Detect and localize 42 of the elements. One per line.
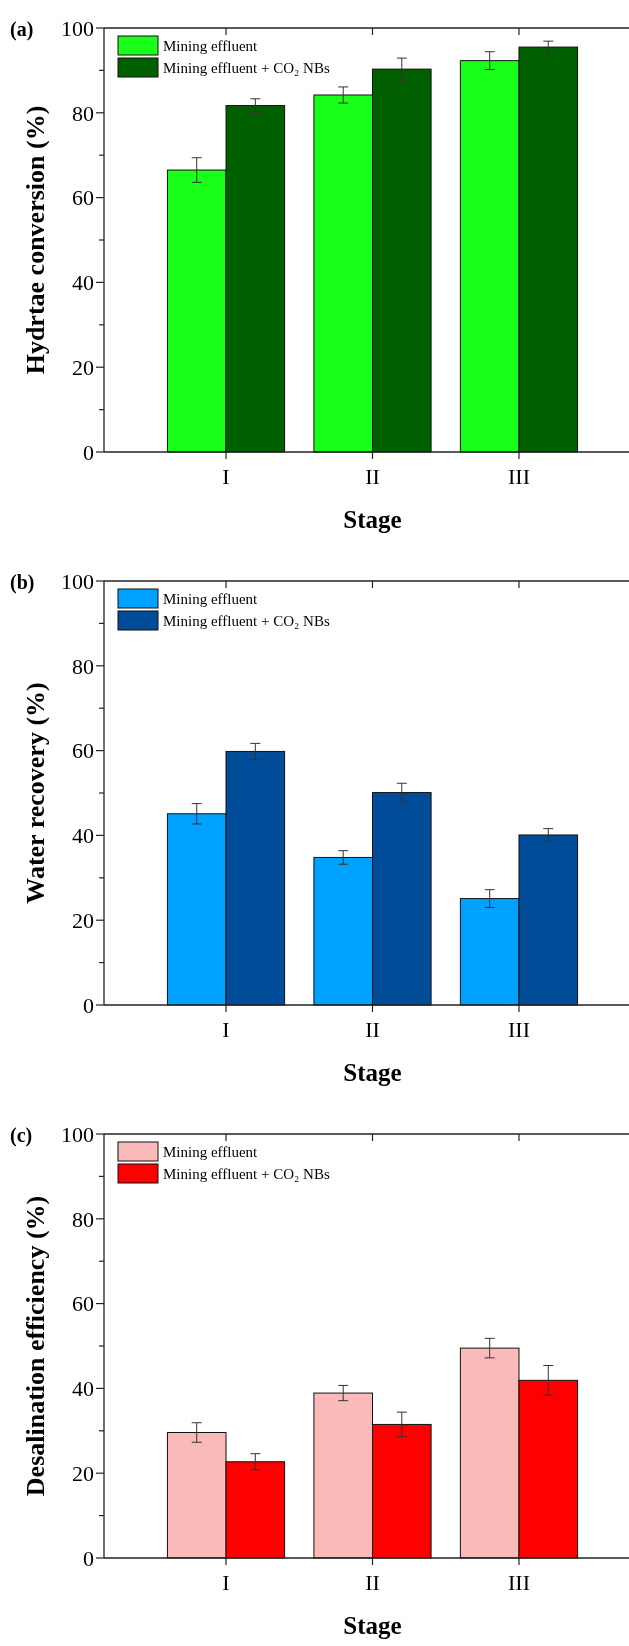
y-tick-label: 40 <box>72 270 94 296</box>
x-tick-label: I <box>222 1017 230 1042</box>
x-tick-label: III <box>507 1017 530 1042</box>
x-axis-title: Stage <box>343 506 402 533</box>
y-tick-label: 80 <box>72 1206 94 1232</box>
x-tick-label: II <box>365 1570 380 1595</box>
y-tick-label: 100 <box>61 15 94 41</box>
y-tick-label: 0 <box>83 1545 94 1571</box>
y-tick-label: 100 <box>61 568 94 594</box>
x-tick-label: I <box>222 464 230 489</box>
legend-label: Mining effluent <box>163 1144 259 1161</box>
y-axis-title: Desalination efficiency (%) <box>21 1195 50 1497</box>
y-tick-label: 0 <box>83 439 94 465</box>
y-tick-label: 20 <box>72 354 94 380</box>
y-tick-label: 80 <box>72 100 94 126</box>
y-tick-label: 80 <box>72 653 94 679</box>
y-tick-label: 60 <box>72 185 94 211</box>
y-tick-label: 60 <box>72 738 94 764</box>
chart-title: (a) <box>10 18 34 41</box>
x-tick-label: II <box>365 1017 380 1042</box>
y-tick-label: 20 <box>72 1460 94 1486</box>
y-tick-label: 0 <box>83 992 94 1018</box>
chart-title: (c) <box>10 1124 33 1147</box>
x-tick-label: I <box>222 1570 230 1595</box>
y-tick-label: 40 <box>72 823 94 849</box>
y-tick-label: 60 <box>72 1291 94 1317</box>
y-axis-title: Water recovery (%) <box>21 682 50 904</box>
legend-label: Mining effluent + CO₂ NBs <box>163 613 330 630</box>
x-axis-title: Stage <box>343 1612 402 1639</box>
x-axis-title: Stage <box>343 1059 402 1086</box>
legend-label: Mining effluent + CO₂ NBs <box>163 1166 330 1183</box>
x-tick-label: III <box>507 464 530 489</box>
x-tick-label: II <box>365 464 380 489</box>
legend-label: Mining effluent <box>163 38 259 55</box>
legend-label: Mining effluent + CO₂ NBs <box>163 60 330 77</box>
y-tick-label: 40 <box>72 1376 94 1402</box>
chart-title: (b) <box>10 571 35 594</box>
y-tick-label: 100 <box>61 1121 94 1147</box>
x-tick-label: III <box>507 1570 530 1595</box>
y-tick-label: 20 <box>72 907 94 933</box>
legend-label: Mining effluent <box>163 591 259 608</box>
y-axis-title: Hydrtae conversion (%) <box>21 105 50 375</box>
